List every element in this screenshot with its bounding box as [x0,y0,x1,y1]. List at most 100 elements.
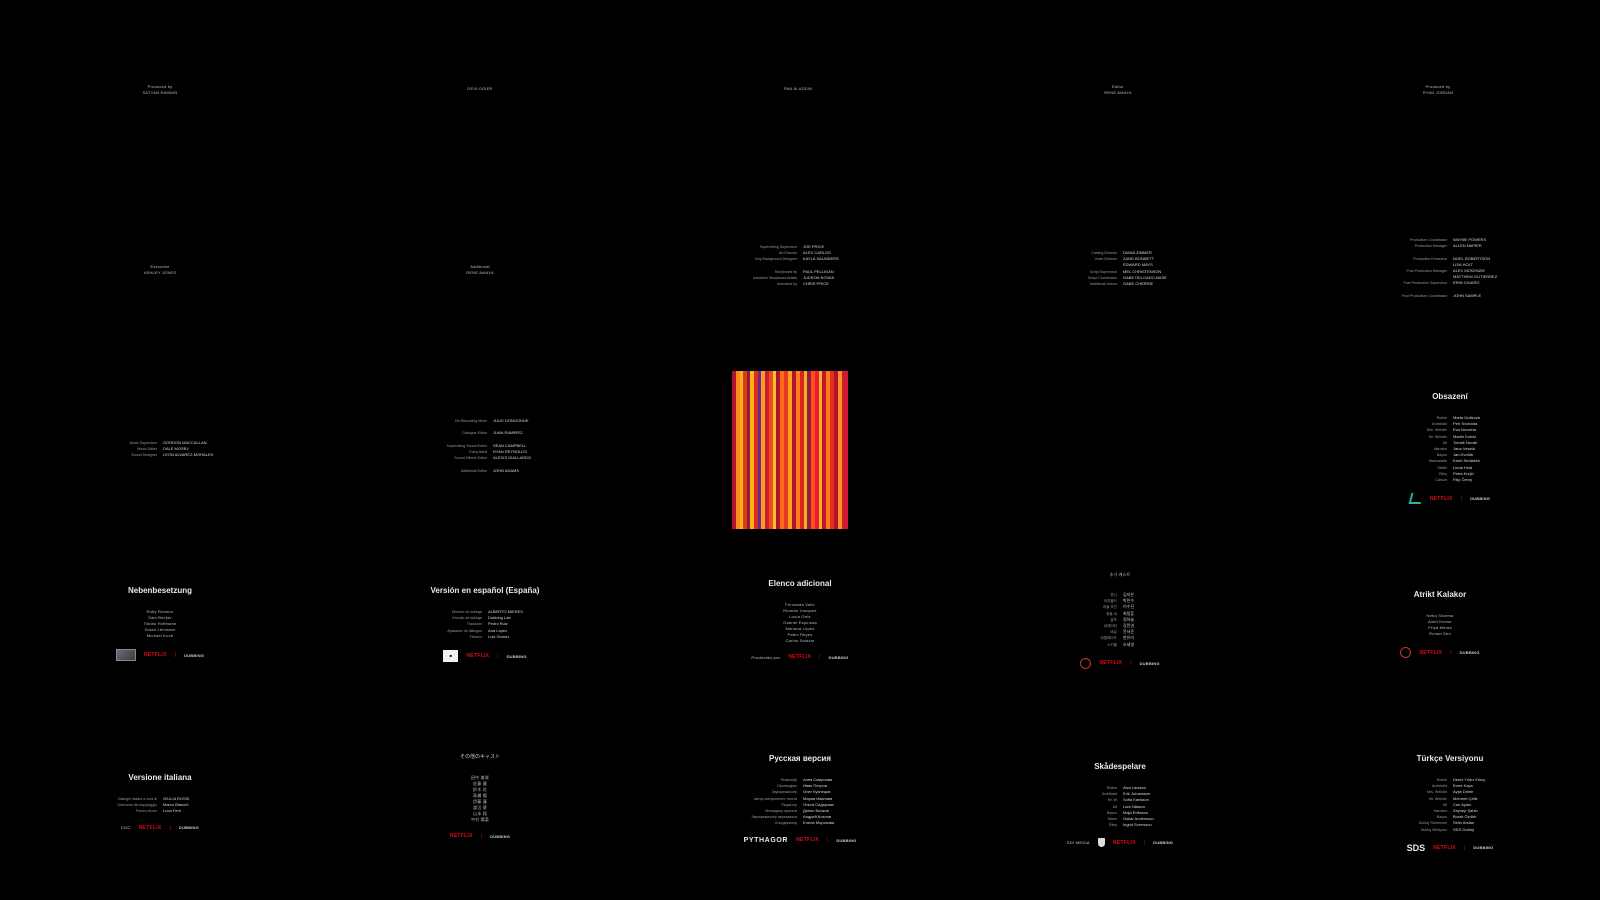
credits-list: Dialoghi italiani a cura di GIULIA ROSSI … [80,796,240,815]
credit-name: ALEX MCKENZIE [1453,268,1486,274]
credit-name: JUDSON NOVAK [803,275,835,281]
character: 알프 [1110,617,1117,622]
credit-role: Post Production Supervisor [1403,281,1447,286]
netflix-logo: NETFLIX [796,837,820,844]
character: Marmalade [1429,459,1447,464]
character: 마멀레이드 [1100,636,1117,641]
actor: 佐藤 健 [473,781,487,786]
credit-role: Direzione del doppiaggio [117,803,157,808]
credit-role: Técnico [469,634,482,639]
character: 바유 [1110,630,1117,635]
dubbing-label: DUBBING [184,652,205,658]
actor: Sam Becker [148,615,172,620]
dubbing-label: DUBBING [1459,650,1480,655]
credit-role: Fonico di mix [135,809,157,814]
credit-name: ALLEN NAPIER [1453,243,1482,249]
credit-name: JULIE DONOGHUE [493,418,529,423]
character: Riley [1109,823,1117,828]
netflix-logo: NETFLIX [449,833,473,839]
character: 아치볼드 [1103,599,1117,604]
logo-row: PYTHAGOR NETFLIX | DUBBING [730,837,870,844]
credit-r1c3: PAN ALADDIN [758,86,838,92]
character: Mrs. Weirdle [1426,428,1447,433]
character: Mr. Weirdle [1428,434,1447,439]
credit-name: Luis Gómez [488,633,510,639]
credit-role: Supervising Supervisor [760,245,797,249]
credit-role: Music Supervisor [129,441,157,445]
obsazeni-card: Obsazení Ruthie Marta Dušková Archibald Pe… [1380,392,1520,505]
credit-block-r2c4: Casting Director DIANA ZIMMER Voice Direc… [1040,250,1200,287]
credit-name: MATTHEW GUTIERREZ [1453,274,1498,280]
card-title: Skådespelare [1094,762,1146,771]
separator: | [819,654,821,660]
italiana-card: Versione italiana Dialoghi italiani a cu… [80,773,240,831]
separator: | [480,833,483,839]
credit-role: Автор синхронного текста [753,796,797,801]
logo-row: NETFLIX | DUBBING [420,833,540,839]
credit-role: Ajustador de diálogos [447,628,482,633]
actor: 최정훈 [1123,610,1135,616]
credit-name: GABE CHERRIE [1123,281,1154,287]
credit-name: LEON ALVAREZ-MORALES [163,452,214,458]
credit-name: MEL CHRISTENSON [1123,268,1162,274]
credit-role: Music Editor [137,447,157,452]
separator: | [1464,844,1466,851]
character: Narrator [1433,809,1447,814]
logo-row: SDI MEDIA NETFLIX | DUBBING [1050,838,1190,848]
card-title: Versión en español (España) [430,586,540,595]
actor: Ricardo Vázquez [783,608,817,613]
dubbing-label: DUBBING [828,654,849,660]
credit-name: DIANA ZIMMER [1123,250,1152,255]
character: Marm [1107,817,1117,822]
dubbing-label: DUBBING [1153,840,1174,846]
credit-role: Sound Effects Editor [454,456,487,461]
credit-role: Production Executive [1413,256,1447,261]
skadespelare-card: Skådespelare Ruthie Alva Larsson Archibal… [1050,762,1190,848]
credit-role: Переводчик [777,784,797,789]
actor: Emre Kaya [1453,783,1473,789]
credit-role: Additional Voices [1089,282,1117,287]
card-title: Obsazení [1432,392,1468,401]
credit-name: ASHLEY JONES [143,270,177,275]
cast-list: 田中 美咲 佐藤 健 鈴木 花 高橋 陽 伊藤 蓮 渡辺 葵 山本 翔 中村 陽… [420,775,540,823]
credit-role: Production Coordinator [1410,238,1447,242]
credit-r2c2: Additional RENE AMAYA [440,264,520,276]
netflix-logo: NETFLIX [1419,649,1443,656]
dubbing-label: DUBBING [1473,845,1494,851]
cast-list: Fernanda Valle Ricardo Vázquez Lucía Ort… [730,602,870,644]
credit-name: Ana López [488,627,508,633]
actor: 강민영 [1123,623,1135,629]
dubbing-label: DUBBING [1139,660,1160,666]
credit-block-r2c3: Supervising Supervisor JOE PRICE Art Dire… [720,244,880,287]
credit-role: Voice Director [1094,257,1117,262]
credit-role: Animated by [777,282,797,287]
character: 위들 부인 [1102,605,1117,610]
credit-name: JOHN SAMPLE [1453,292,1482,298]
credit-name: Андрей Козлов [803,814,832,820]
credit-name: SEAN CAMPBELL [493,442,527,448]
netflix-logo: NETFLIX [1099,660,1123,667]
credit-role: Script Supervisor [1089,269,1117,274]
logo-row: Producido por NETFLIX | DUBBING [730,654,870,660]
credit-name: Мария Иванова [803,795,833,801]
credit-block-r3c1: Music Supervisor GORDON MACCALLAN Music E… [100,440,220,459]
character: Bayou [1436,453,1447,458]
credit-role: Produced by [1425,84,1451,89]
actor: Carlos Salazar [785,638,815,643]
actor: Oskar Andersson [1123,816,1154,822]
character: Ruthie [1106,786,1117,790]
netflix-logo: NETFLIX [1433,844,1457,851]
actor: Selin Arslan [1453,820,1475,826]
actor: Marta Dušková [1453,415,1480,420]
actor: Sarah Lehmann [144,627,176,632]
card-title: Nebenbesetzung [127,586,192,595]
credit-name: ERIN CHAVEZ [1453,280,1480,286]
credit-role: Director de doblaje [451,610,482,614]
character: Alf [1112,804,1117,809]
credit-role: Additional Editor [460,468,487,473]
credit-name: Dubbing Lab [488,615,511,621]
atrikt-card: Atrikt Kalakor Neha Sharma Ankit Kumar P… [1370,590,1510,658]
character: Bayou [1106,810,1117,815]
studio-logo-icon [1400,647,1412,658]
actor: Alva Larsson [1123,785,1147,790]
